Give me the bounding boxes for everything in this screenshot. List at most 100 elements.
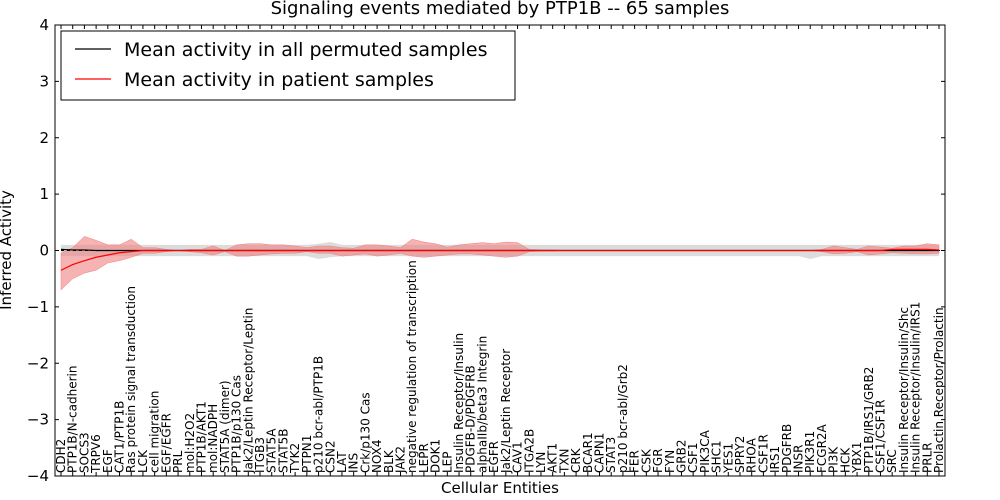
x-tick-label: CSN2 [323, 440, 337, 473]
x-tick-label: CRK [569, 447, 583, 473]
confidence-bands [60, 236, 940, 291]
x-tick-label: Jak2/Leptin Receptor/Leptin [241, 308, 255, 474]
x-axis-label: Cellular Entities [441, 479, 559, 497]
x-tick-label: FER [628, 450, 642, 473]
x-tick-label: STAT3 [604, 437, 618, 473]
x-tick-label: PIK3R1 [803, 431, 817, 473]
x-tick-label: TYK2 [288, 443, 302, 474]
x-tick-label: STAT5B [276, 429, 290, 474]
y-axis-label: Inferred Activity [0, 190, 15, 310]
x-tick-label: FGR [651, 448, 665, 473]
x-tick-label: FYN [663, 450, 677, 473]
x-tick-label: STAT5A [265, 428, 279, 473]
x-tick-labels: CDH2PTP1B/N-cadherinSOCS3TRPV6EGFCAT1/PT… [54, 260, 946, 474]
x-tick-label: CSF1/CSF1R [873, 400, 887, 473]
x-tick-label: GRB2 [674, 439, 688, 473]
x-tick-label: CSF1R [756, 434, 770, 473]
x-tick-label: mol:H2O2 [183, 413, 197, 473]
x-tick-label: INS [347, 453, 361, 473]
x-tick-label: PRLR [920, 442, 934, 473]
x-tick-label: PIK3CA [698, 429, 712, 473]
x-tick-label: BLK [382, 449, 396, 473]
x-tick-label: YBX1 [850, 442, 864, 474]
x-tick-label: FCGR2A [815, 423, 829, 473]
x-tick-label: Crk/p130 Cas [358, 392, 372, 473]
legend: Mean activity in all permuted samples Me… [60, 30, 516, 101]
x-tick-label: p210 bcr-abl/PTP1B [312, 356, 326, 473]
x-tick-label: JAK2 [393, 446, 407, 474]
x-tick-label: PTPN1 [300, 435, 314, 473]
x-tick-label: PDGFRB [780, 424, 794, 473]
x-tick-label: RHOA [745, 437, 759, 473]
y-tick-label: 2 [39, 129, 49, 147]
x-tick-label: IRS1 [768, 446, 782, 473]
x-tick-label: PRL [171, 450, 185, 473]
x-tick-label: alphaIIb/beta3 Integrin [475, 336, 489, 473]
x-tick-label: CSK [639, 448, 653, 473]
x-tick-label: AKT1 [546, 443, 560, 473]
y-tick-label: 3 [39, 72, 49, 90]
x-tick-label: SOCS3 [77, 432, 91, 473]
y-tick-label: 4 [39, 16, 49, 34]
y-axis: 4 3 2 1 0 −1 −2 −3 −4 [27, 16, 945, 485]
x-tick-label: TXN [557, 448, 571, 474]
x-tick-label: DOK1 [429, 439, 443, 473]
x-tick-label: negative regulation of transcription [405, 260, 419, 473]
y-tick-label: 1 [39, 185, 49, 203]
band-patient [60, 236, 940, 291]
x-tick-label: p210 bcr-abl/Grb2 [616, 364, 630, 473]
x-tick-label: INSR [792, 445, 806, 473]
x-tick-label: LEPR [417, 443, 431, 473]
x-tick-label: Jak2/Leptin Receptor [499, 349, 513, 474]
x-tick-label: PI3K [827, 446, 841, 473]
x-tick-label: SPRY2 [733, 436, 747, 473]
y-tick-label: −4 [27, 467, 49, 485]
legend-label-permuted: Mean activity in all permuted samples [124, 39, 487, 61]
x-tick-label: CAPN1 [593, 433, 607, 473]
x-tick-label: Insulin Receptor/Insulin/IRS1 [909, 302, 923, 473]
x-tick-label: EGFR [487, 441, 501, 473]
x-tick-label: Prolactin Receptor/Prolactin [932, 307, 946, 473]
y-tick-label: −2 [27, 354, 49, 372]
x-tick-label: CSF1 [686, 442, 700, 473]
x-tick-label: PTP1B/IRS1/GRB2 [862, 367, 876, 473]
x-tick-label: LEP [440, 451, 454, 473]
x-tick-label: ITGA2B [522, 429, 536, 473]
x-tick-label: LAT [335, 451, 349, 473]
x-tick-label: CDH2 [54, 439, 68, 473]
legend-box [60, 30, 516, 101]
x-tick-label: mol:NADPH [206, 404, 220, 473]
x-tick-label: BCAR1 [581, 432, 595, 473]
x-axis [60, 25, 940, 476]
x-tick-label: SHC1 [710, 440, 724, 473]
x-tick-label: NOX4 [370, 439, 384, 473]
x-tick-label: LCK [136, 449, 150, 473]
x-tick-label: PTP1B/p130 Cas [230, 375, 244, 473]
x-tick-label: YES1 [721, 443, 735, 474]
x-tick-label: HCK [838, 447, 852, 473]
x-tick-label: EGF [101, 449, 115, 473]
legend-label-patient: Mean activity in patient samples [124, 69, 434, 91]
x-tick-label: EGF/EGFR [159, 413, 173, 473]
y-tick-label: −3 [27, 411, 49, 429]
chart-title: Signaling events mediated by PTP1B -- 65… [271, 0, 730, 19]
x-tick-label: SRC [885, 449, 899, 473]
series-lines [60, 248, 940, 271]
y-tick-label: −1 [27, 298, 49, 316]
x-tick-label: CAV1 [511, 441, 525, 473]
y-tick-label: 0 [39, 242, 49, 260]
series-line-patient [60, 248, 940, 271]
x-tick-label: LYN [534, 452, 548, 473]
x-tick-label: Insulin Receptor/Insulin/Shc [897, 307, 911, 473]
x-tick-label: cell migration [148, 391, 162, 473]
x-tick-label: PDGFB-D/PDGFRB [464, 365, 478, 473]
x-tick-label: PTP1B/N-cadherin [66, 366, 80, 473]
x-tick-label: STAT5A (dimer) [218, 380, 232, 473]
x-tick-label: Ras protein signal transduction [124, 286, 138, 473]
x-tick-label: TRPV6 [89, 434, 103, 474]
x-tick-label: PTP1B/AKT1 [194, 401, 208, 473]
x-tick-label: CAT1/PTP1B [113, 401, 127, 473]
x-tick-label: ITGB3 [253, 437, 267, 473]
x-tick-label: Insulin Receptor/Insulin [452, 333, 466, 473]
